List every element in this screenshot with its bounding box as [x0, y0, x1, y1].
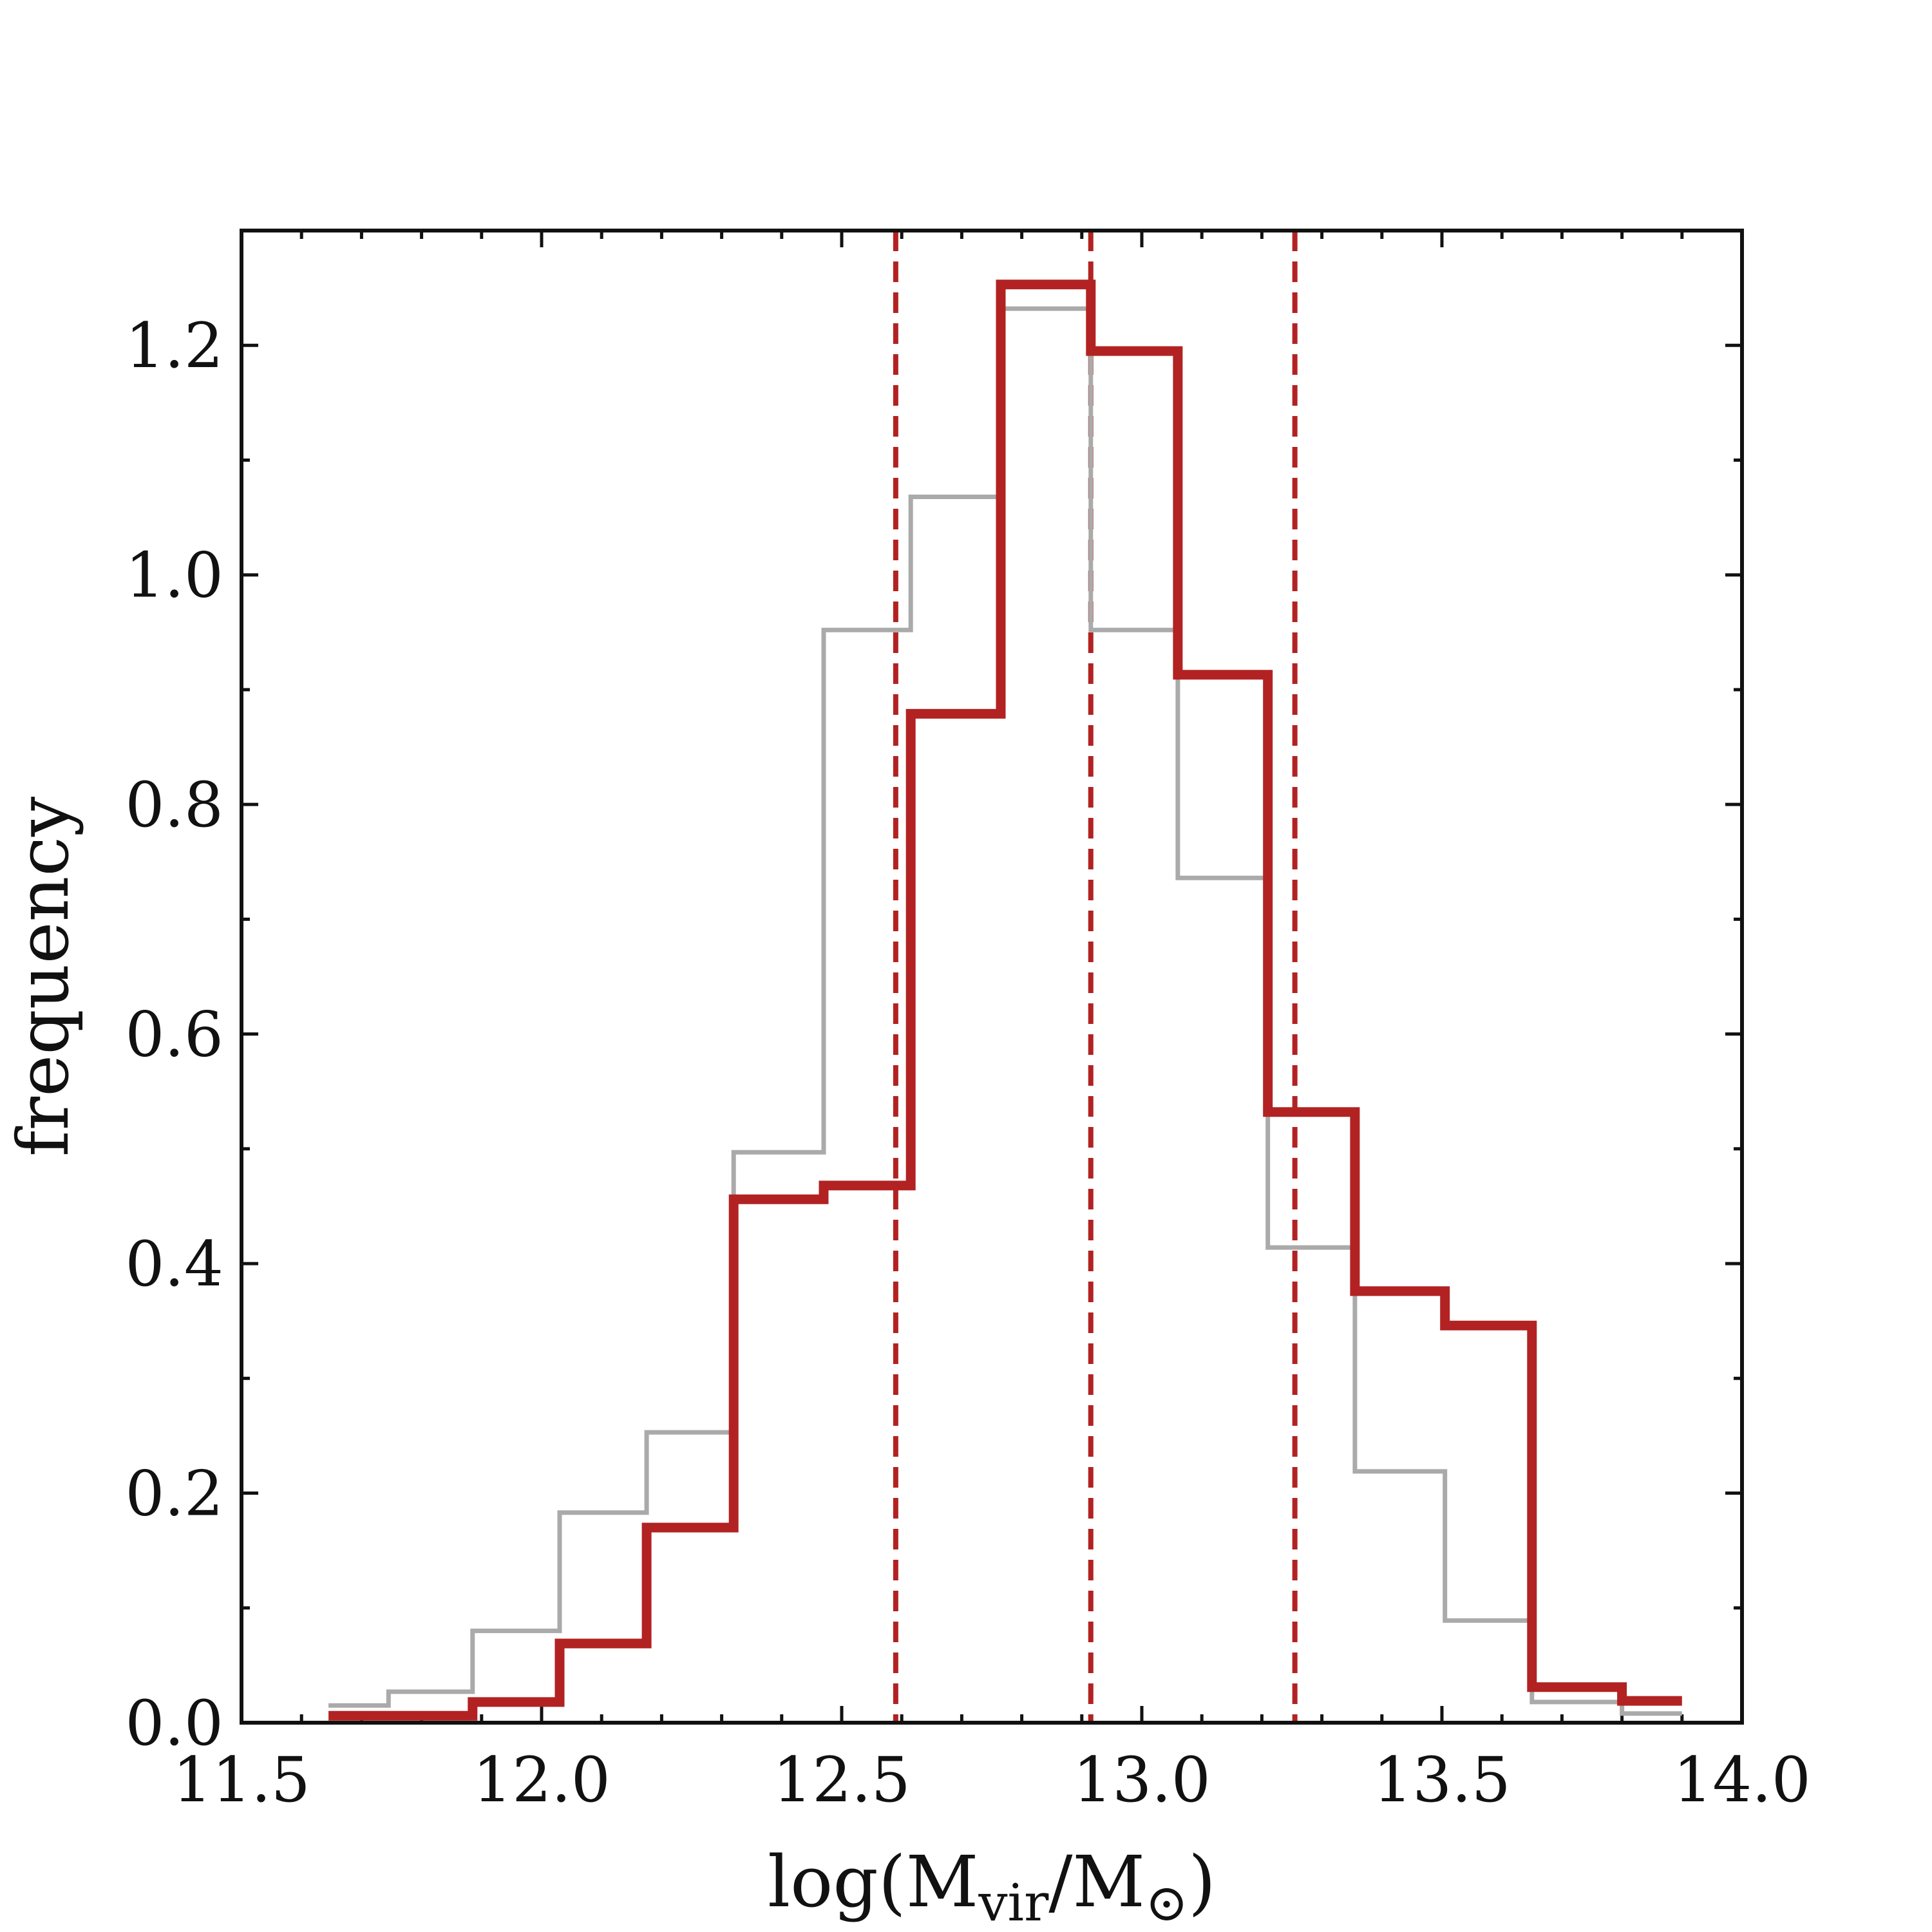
y-tick-label: 1.2 — [125, 310, 223, 382]
median-quartile-lines — [893, 231, 1298, 1723]
x-axis-label-main: log(M — [768, 1841, 978, 1923]
histogram-series — [328, 279, 1682, 1721]
tick-labels: 11.5 12.0 12.5 13.0 13.5 14.0 0.0 0.2 0.4 0.6 0.8 1… — [125, 310, 1811, 1816]
x-tick-label: 11.5 — [173, 1744, 310, 1816]
y-tick-label: 0.4 — [125, 1228, 223, 1300]
plot-frame — [240, 229, 1744, 1725]
x-axis-label: log(Mvir/M⊙) — [768, 1841, 1216, 1932]
y-tick-label: 1.0 — [125, 540, 223, 612]
x-axis-label-sun: ⊙ — [1145, 1873, 1188, 1932]
x-tick-label: 13.0 — [1073, 1744, 1211, 1816]
x-axis-label-close: ) — [1188, 1841, 1216, 1923]
x-axis-label-slash: /M — [1048, 1841, 1145, 1923]
y-tick-label: 0.8 — [125, 769, 223, 841]
y-tick-label: 0.2 — [125, 1458, 223, 1530]
x-tick-label: 14.0 — [1673, 1744, 1811, 1816]
ticks-layer — [240, 231, 1744, 1725]
y-axis-label: frequency — [2, 797, 84, 1157]
x-axis-label-subscript: vir — [978, 1873, 1049, 1932]
histogram-step-selected — [328, 279, 1682, 1721]
y-tick-label: 0.6 — [125, 999, 223, 1071]
x-tick-label: 12.0 — [473, 1744, 611, 1816]
x-tick-label: 12.5 — [773, 1744, 911, 1816]
x-tick-label: 13.5 — [1373, 1744, 1511, 1816]
y-tick-label: 0.0 — [125, 1687, 223, 1759]
